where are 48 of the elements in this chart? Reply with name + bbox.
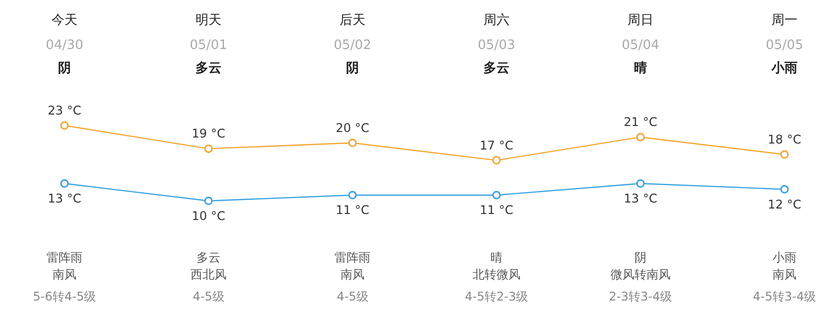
text: 微风转南风 bbox=[610, 268, 670, 282]
point bbox=[780, 185, 789, 194]
data-label: 17 °C bbox=[480, 138, 514, 152]
point bbox=[492, 156, 501, 165]
text: 晴 bbox=[490, 250, 502, 264]
data-label: 23 °C bbox=[48, 104, 82, 118]
data-label: 18 °C bbox=[768, 132, 802, 146]
text: 南风 bbox=[340, 268, 364, 282]
data-label: 11 °C bbox=[480, 203, 514, 218]
text: 雷阵雨 bbox=[46, 250, 82, 264]
point bbox=[204, 196, 213, 206]
data-label: 10 °C bbox=[192, 208, 226, 223]
text: 多云 bbox=[196, 250, 220, 264]
x-tick-label: 明天 05/01 多云 bbox=[190, 13, 228, 76]
data-label: 13 °C bbox=[48, 192, 82, 206]
point bbox=[636, 179, 645, 188]
text: 2-3转3-4级 bbox=[608, 290, 672, 304]
point bbox=[780, 150, 789, 159]
point bbox=[348, 190, 357, 200]
text: 5-6转4-5级 bbox=[32, 290, 96, 304]
x-tick-label: 周一 05/05 小雨 bbox=[766, 13, 804, 76]
text: 4-5转2-3级 bbox=[464, 290, 528, 304]
point bbox=[60, 179, 69, 188]
data-label: 13 °C bbox=[624, 192, 658, 206]
text: 南风 bbox=[772, 268, 796, 282]
text: 北转微风 bbox=[472, 268, 520, 282]
text: 西北风 bbox=[190, 268, 226, 282]
point bbox=[492, 190, 501, 200]
point bbox=[60, 121, 69, 130]
x-tick-label: 后天 05/02 阴 bbox=[334, 13, 372, 76]
x-tick-label: 今天 04/30 阴 bbox=[46, 13, 84, 76]
text: 4-5级 bbox=[192, 290, 224, 304]
text: 4-5转3-4级 bbox=[752, 290, 816, 304]
text: 南风 bbox=[52, 268, 76, 282]
text: 小雨 bbox=[772, 250, 796, 264]
text: 阴 bbox=[634, 250, 646, 264]
text: 雷阵雨 bbox=[334, 250, 370, 264]
x-tick-label: 周六 05/03 多云 bbox=[478, 13, 516, 76]
data-label: 12 °C bbox=[768, 197, 802, 212]
text: 4-5级 bbox=[336, 290, 368, 304]
point bbox=[636, 132, 645, 142]
point bbox=[204, 144, 213, 153]
x-tick-label: 周日 05/04 晴 bbox=[622, 13, 660, 76]
point bbox=[348, 138, 357, 148]
data-label: 20 °C bbox=[336, 120, 370, 135]
data-label: 21 °C bbox=[624, 115, 658, 130]
data-label: 19 °C bbox=[192, 126, 226, 141]
data-label: 11 °C bbox=[336, 203, 370, 218]
